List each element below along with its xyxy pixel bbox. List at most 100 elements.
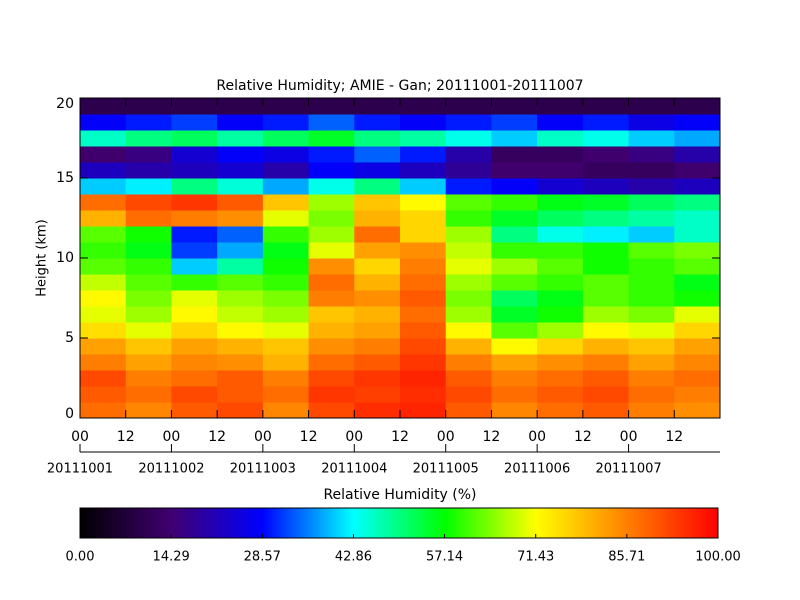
heat-cell: [262, 226, 310, 243]
heat-cell: [582, 306, 630, 323]
heat-cell: [308, 274, 355, 291]
heat-cell: [125, 242, 172, 259]
heat-cell: [537, 194, 584, 211]
x-tick-label: 12: [208, 429, 226, 445]
colorbar-tick-label: 57.14: [426, 550, 463, 565]
heat-cell: [262, 258, 310, 275]
heat-cell: [125, 322, 172, 339]
heat-cell: [445, 354, 492, 371]
heat-cell: [217, 258, 264, 275]
colorbar: [79, 507, 719, 539]
heat-cell: [674, 178, 721, 195]
heat-cell: [354, 402, 401, 419]
heat-cell: [491, 322, 538, 339]
heat-cell: [171, 114, 218, 131]
heat-cell: [308, 146, 355, 163]
heat-cell: [80, 338, 127, 355]
heat-cell: [171, 146, 218, 163]
heat-cell: [445, 370, 492, 387]
heat-cell: [125, 130, 172, 147]
heat-cell: [217, 226, 264, 243]
heat-cell: [491, 162, 538, 179]
heat-cell: [674, 146, 721, 163]
heat-cell: [171, 162, 218, 179]
heat-cell: [400, 338, 447, 355]
heat-cell: [171, 370, 218, 387]
y-axis-label: Height (km): [35, 219, 50, 296]
heat-cell: [262, 242, 310, 259]
heat-cell: [400, 162, 447, 179]
heat-cell: [628, 242, 675, 259]
heat-cell: [217, 178, 264, 195]
heat-cell: [674, 322, 721, 339]
heat-cell: [400, 354, 447, 371]
date-label: 20111004: [321, 462, 387, 477]
heat-cell: [628, 130, 675, 147]
heat-cell: [125, 290, 172, 307]
heat-cell: [400, 370, 447, 387]
heat-cell: [674, 274, 721, 291]
heat-cell: [354, 322, 401, 339]
heat-cell: [400, 402, 447, 419]
heat-cell: [628, 146, 675, 163]
y-tick-label: 15: [56, 170, 74, 186]
heat-cell: [400, 258, 447, 275]
heat-cell: [217, 338, 264, 355]
heat-cell: [445, 306, 492, 323]
heat-cell: [308, 402, 355, 419]
heat-cell: [308, 162, 355, 179]
heat-cell: [400, 114, 447, 131]
heat-cell: [537, 354, 584, 371]
x-tick-label: 12: [391, 429, 409, 445]
heat-cell: [171, 130, 218, 147]
heat-cell: [217, 290, 264, 307]
heat-cell: [445, 210, 492, 227]
heat-cell: [308, 226, 355, 243]
heat-cell: [354, 258, 401, 275]
heat-cell: [628, 338, 675, 355]
heat-cell: [80, 194, 127, 211]
heat-cell: [628, 386, 675, 403]
heat-cell: [80, 354, 127, 371]
heat-cell: [171, 386, 218, 403]
heat-cell: [400, 146, 447, 163]
heat-cell: [445, 290, 492, 307]
heat-cell: [582, 226, 630, 243]
heat-cell: [217, 114, 264, 131]
heat-cell: [445, 178, 492, 195]
heat-cell: [80, 370, 127, 387]
heat-cell: [491, 98, 538, 115]
colorbar-tick-label: 100.00: [695, 550, 741, 565]
x-tick-label: 00: [437, 429, 455, 445]
heat-cell: [262, 274, 310, 291]
x-tick-label: 00: [254, 429, 272, 445]
heat-cell: [217, 194, 264, 211]
heat-cell: [491, 338, 538, 355]
heat-cell: [582, 146, 630, 163]
heat-cell: [400, 194, 447, 211]
heat-cell: [674, 290, 721, 307]
y-tick-label: 20: [56, 96, 74, 112]
heat-cell: [582, 258, 630, 275]
heat-cell: [217, 98, 264, 115]
heat-cell: [171, 258, 218, 275]
heat-cell: [445, 402, 492, 419]
heat-cell: [491, 274, 538, 291]
heat-cell: [217, 354, 264, 371]
heat-cell: [308, 178, 355, 195]
heat-cell: [628, 322, 675, 339]
heat-cell: [217, 306, 264, 323]
heat-cell: [628, 306, 675, 323]
heat-cell: [537, 130, 584, 147]
heat-cell: [491, 146, 538, 163]
y-tick-label: 5: [65, 330, 74, 346]
heat-cell: [171, 194, 218, 211]
heat-cell: [354, 130, 401, 147]
heat-cell: [491, 226, 538, 243]
heat-cell: [80, 162, 127, 179]
heat-cell: [445, 338, 492, 355]
heat-cell: [354, 98, 401, 115]
y-tick-label: 10: [56, 250, 74, 266]
colorbar-tick-label: 71.43: [517, 550, 554, 565]
heat-cell: [628, 162, 675, 179]
